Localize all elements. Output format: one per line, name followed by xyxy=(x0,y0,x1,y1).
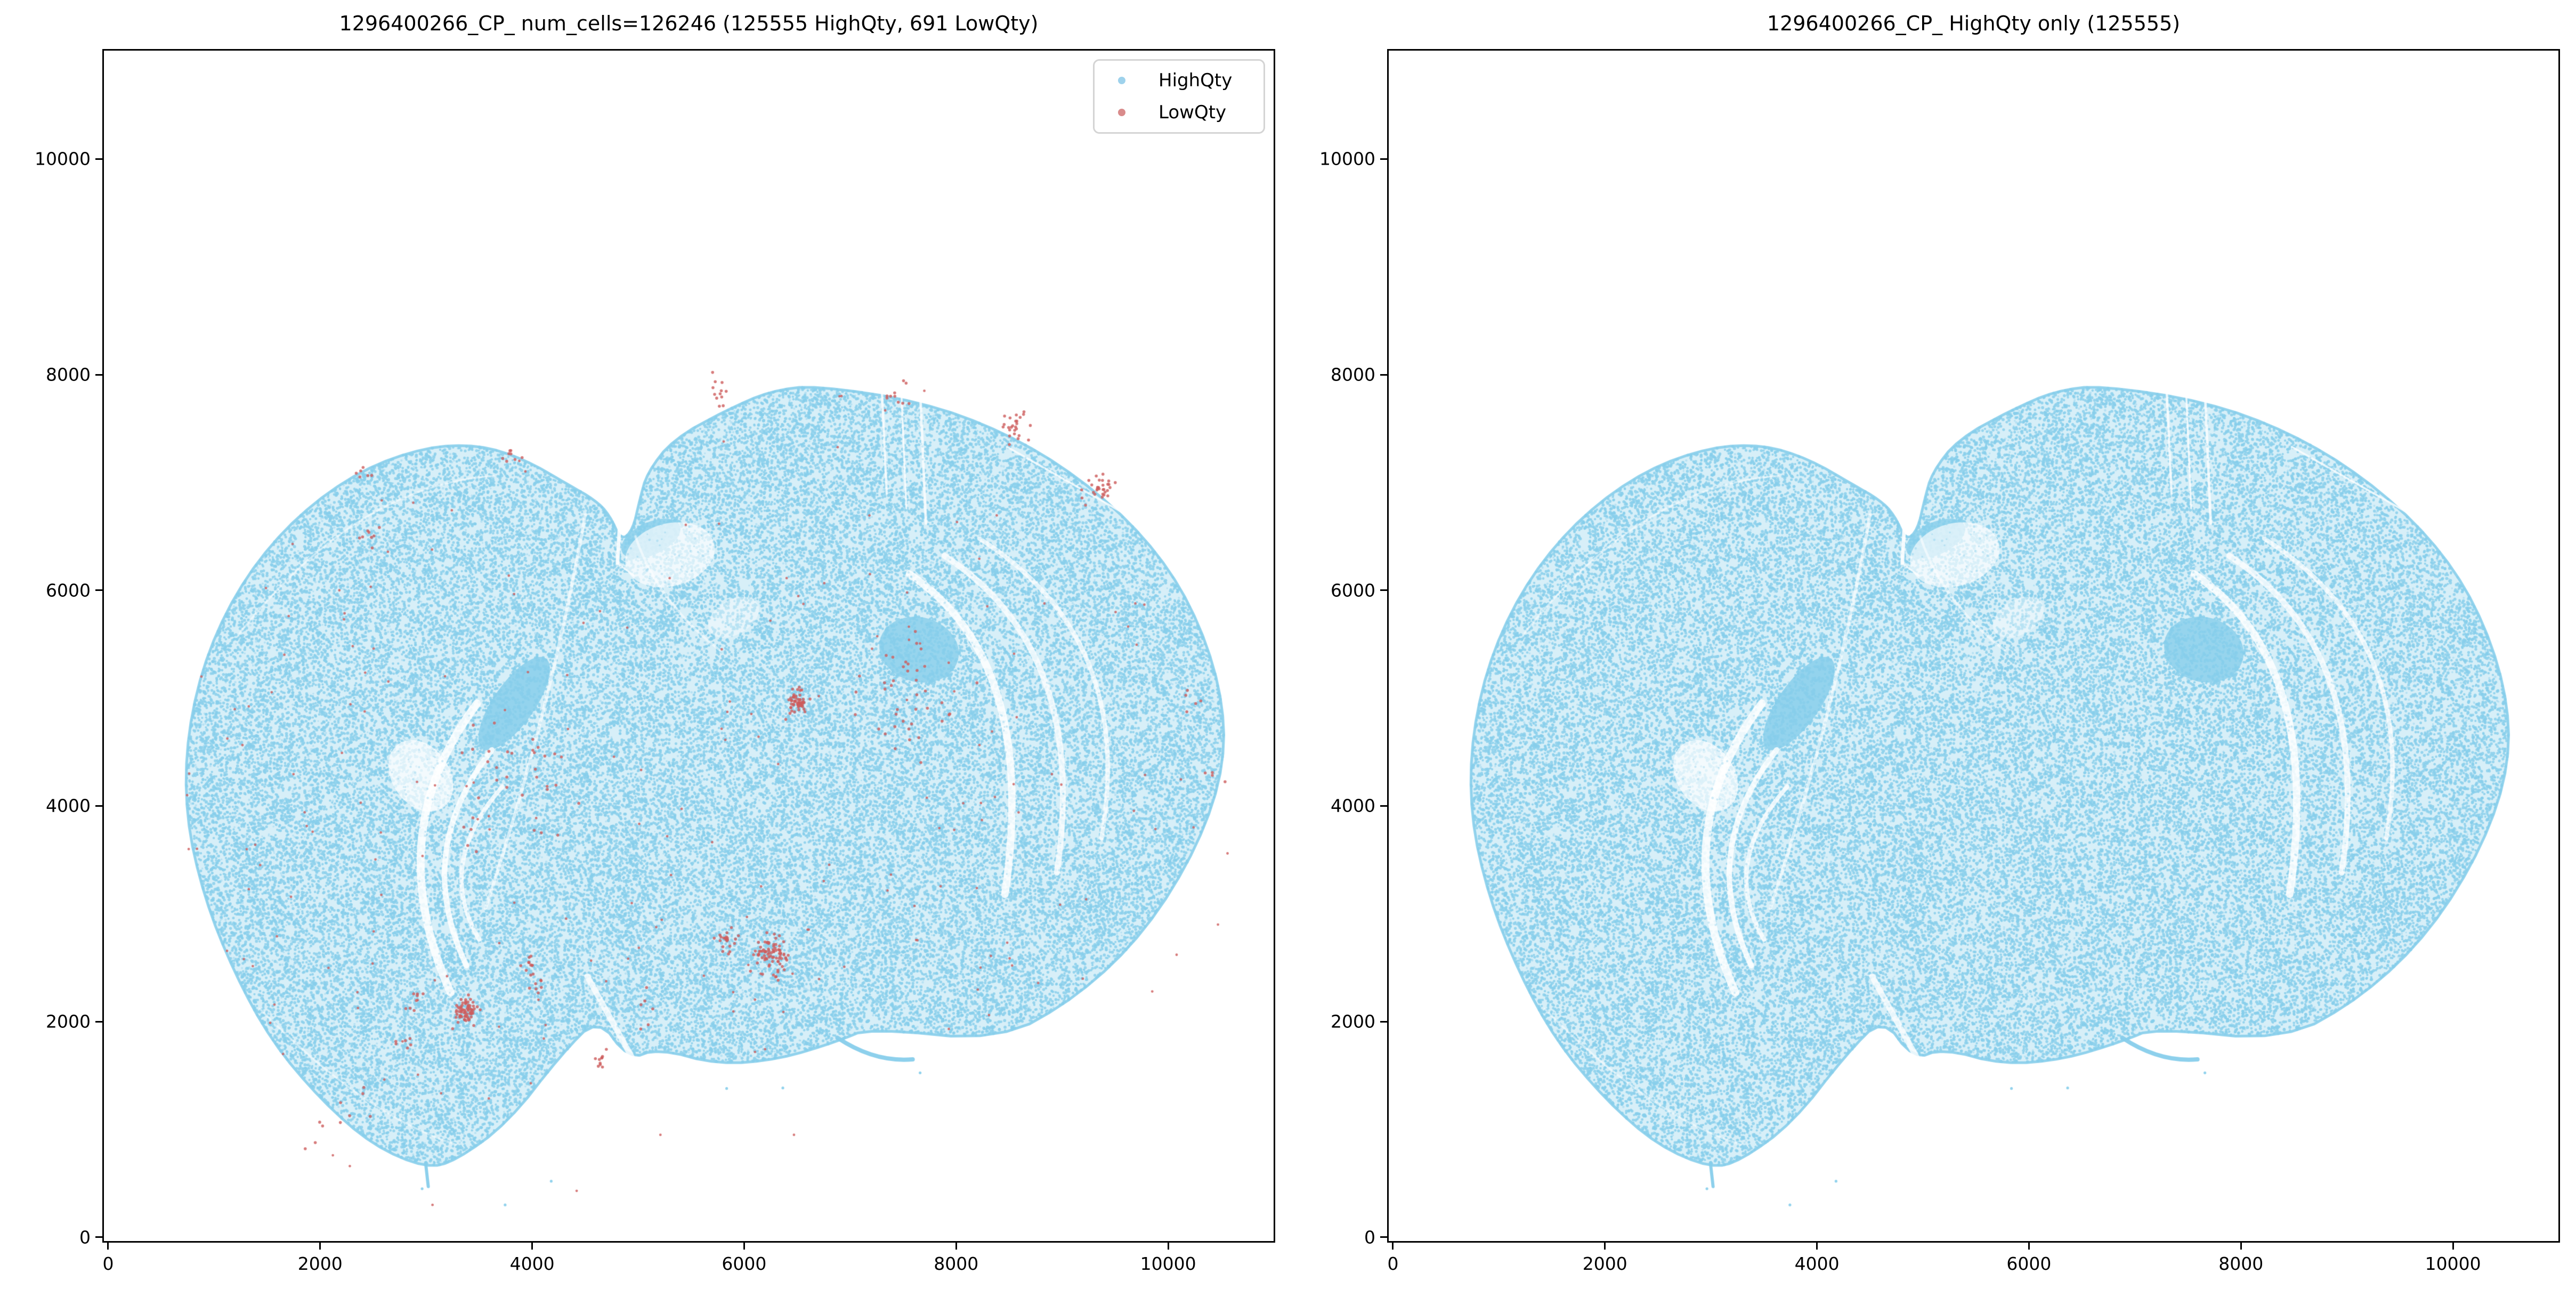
x-tick-mark xyxy=(743,1243,745,1250)
x-tick-mark xyxy=(2028,1243,2030,1250)
lowqty-marker-icon xyxy=(1118,109,1125,117)
x-tick-mark xyxy=(1392,1243,1394,1250)
x-tick-label: 4000 xyxy=(1794,1253,1840,1274)
x-tick-mark xyxy=(1816,1243,1818,1250)
y-tick-label: 6000 xyxy=(1331,580,1375,601)
legend-item-lowqty: LowQty xyxy=(1118,98,1263,127)
x-tick-mark xyxy=(319,1243,321,1250)
x-tick-mark xyxy=(1167,1243,1169,1250)
right-scatter-canvas xyxy=(1389,51,2558,1241)
right-axes xyxy=(1387,49,2560,1243)
y-tick-label: 0 xyxy=(1364,1227,1375,1248)
x-tick-label: 6000 xyxy=(722,1253,767,1274)
y-tick-mark xyxy=(1380,589,1387,591)
y-tick-mark xyxy=(95,1236,102,1238)
legend: HighQty LowQty xyxy=(1093,59,1265,134)
y-tick-label: 8000 xyxy=(46,364,91,385)
x-tick-mark xyxy=(2240,1243,2242,1250)
x-tick-label: 8000 xyxy=(934,1253,979,1274)
x-tick-label: 2000 xyxy=(1582,1253,1627,1274)
y-tick-mark xyxy=(95,805,102,807)
y-tick-mark xyxy=(1380,1236,1387,1238)
y-tick-label: 2000 xyxy=(46,1011,91,1032)
x-tick-mark xyxy=(955,1243,957,1250)
right-plot-title: 1296400266_CP_ HighQty only (125555) xyxy=(1767,12,2181,35)
y-tick-label: 4000 xyxy=(46,795,91,816)
y-tick-label: 4000 xyxy=(1331,795,1375,816)
y-tick-mark xyxy=(1380,805,1387,807)
y-tick-label: 6000 xyxy=(46,580,91,601)
x-tick-label: 10000 xyxy=(1140,1253,1196,1274)
x-tick-mark xyxy=(1604,1243,1606,1250)
y-tick-mark xyxy=(95,158,102,160)
y-tick-mark xyxy=(1380,374,1387,376)
y-tick-mark xyxy=(1380,1020,1387,1023)
x-tick-label: 10000 xyxy=(2425,1253,2481,1274)
x-tick-label: 0 xyxy=(102,1253,114,1274)
legend-item-highqty: HighQty xyxy=(1118,66,1263,95)
y-tick-mark xyxy=(95,589,102,591)
legend-label-lowqty: LowQty xyxy=(1159,102,1227,124)
x-tick-label: 6000 xyxy=(2006,1253,2052,1274)
y-tick-mark xyxy=(95,374,102,376)
x-tick-label: 4000 xyxy=(509,1253,555,1274)
x-tick-label: 0 xyxy=(1387,1253,1399,1274)
x-tick-mark xyxy=(2452,1243,2454,1250)
highqty-marker-icon xyxy=(1118,76,1125,84)
y-tick-label: 10000 xyxy=(35,148,91,169)
left-axes xyxy=(102,49,1275,1243)
legend-label-highqty: HighQty xyxy=(1159,69,1233,91)
left-plot-title: 1296400266_CP_ num_cells=126246 (125555 … xyxy=(339,12,1039,35)
y-tick-label: 8000 xyxy=(1331,364,1375,385)
y-tick-mark xyxy=(95,1020,102,1023)
y-tick-label: 0 xyxy=(79,1227,91,1248)
left-scatter-canvas xyxy=(104,51,1274,1241)
x-tick-mark xyxy=(531,1243,533,1250)
y-tick-label: 2000 xyxy=(1331,1011,1375,1032)
x-tick-label: 2000 xyxy=(297,1253,343,1274)
x-tick-mark xyxy=(107,1243,109,1250)
y-tick-mark xyxy=(1380,158,1387,160)
y-tick-label: 10000 xyxy=(1319,148,1375,169)
x-tick-label: 8000 xyxy=(2218,1253,2264,1274)
